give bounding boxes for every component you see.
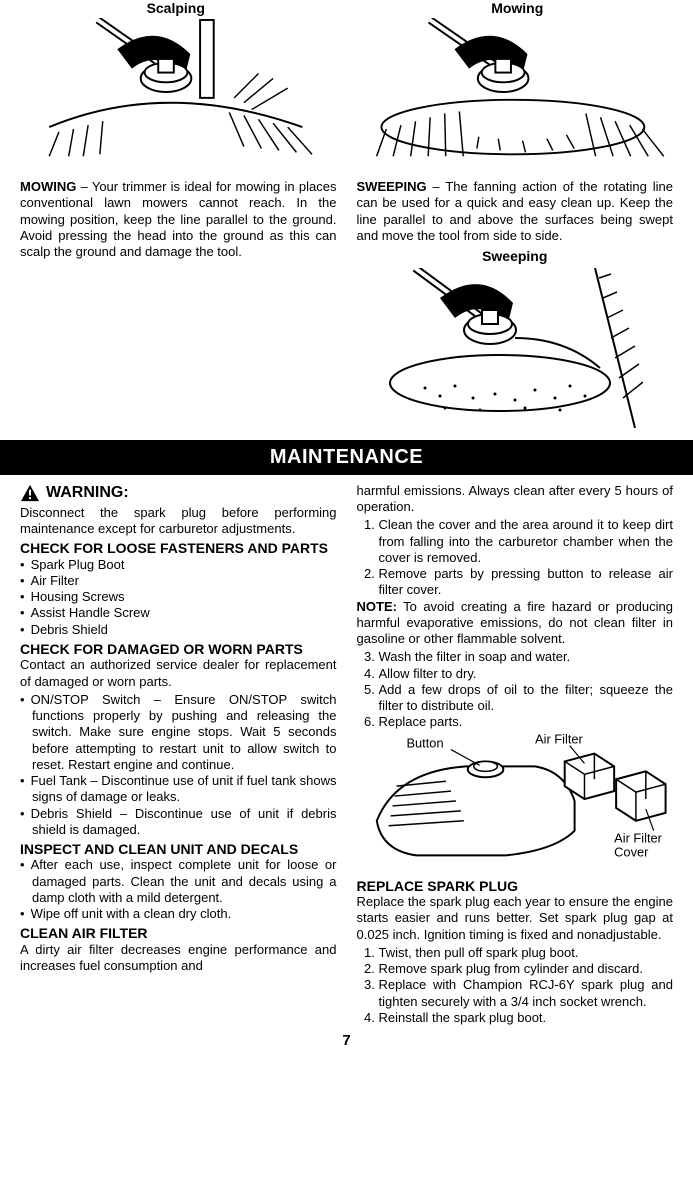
sweeping-illustration	[385, 268, 645, 428]
figure-scalping-label: Scalping	[20, 0, 332, 16]
damaged-intro: Contact an authorized service dealer for…	[20, 657, 337, 690]
list-item: Replace parts.	[379, 714, 674, 730]
figure-mowing-label: Mowing	[362, 0, 674, 16]
figure-sweeping: Sweeping	[357, 248, 674, 432]
list-item: Debris Shield	[32, 622, 337, 638]
list-item: ON/STOP Switch – Ensure ON/STOP switch f…	[32, 692, 337, 773]
sweeping-head: SWEEPING	[357, 179, 427, 194]
heading-damaged-parts: CHECK FOR DAMAGED OR WORN PARTS	[20, 642, 337, 657]
list-item: Reinstall the spark plug boot.	[379, 1010, 674, 1026]
list-item: Wipe off unit with a clean dry cloth.	[32, 906, 337, 922]
diagram-label-cover2: Cover	[614, 844, 649, 859]
air-filter-diagram: Button Air Filter Air Filter Cover	[357, 731, 674, 871]
note-head: NOTE:	[357, 599, 397, 614]
figure-scalping: Scalping	[20, 0, 332, 173]
list-inspect-clean: After each use, inspect complete unit fo…	[20, 857, 337, 922]
mowing-illustration	[362, 18, 674, 168]
list-item: Twist, then pull off spark plug boot.	[379, 945, 674, 961]
figure-sweeping-label: Sweeping	[357, 248, 674, 266]
list-item: Spark Plug Boot	[32, 557, 337, 573]
spark-intro: Replace the spark plug each year to ensu…	[357, 894, 674, 943]
list-item: Debris Shield – Discontinue use of unit …	[32, 806, 337, 839]
list-loose-fasteners: Spark Plug Boot Air Filter Housing Screw…	[20, 557, 337, 638]
heading-inspect-clean: INSPECT AND CLEAN UNIT AND DECALS	[20, 842, 337, 857]
figure-mowing: Mowing	[362, 0, 674, 173]
scalping-illustration	[20, 18, 332, 168]
list-item: Assist Handle Screw	[32, 605, 337, 621]
maintenance-banner: MAINTENANCE	[0, 440, 693, 475]
diagram-label-cover1: Air Filter	[614, 830, 663, 845]
air-intro-2: harmful emissions. Always clean after ev…	[357, 483, 674, 516]
list-item: Allow filter to dry.	[379, 666, 674, 682]
heading-replace-spark-plug: REPLACE SPARK PLUG	[357, 879, 674, 894]
note-paragraph: NOTE: To avoid creating a fire hazard or…	[357, 599, 674, 648]
note-body: To avoid creating a fire hazard or produ…	[357, 599, 674, 647]
list-spark-steps: Twist, then pull off spark plug boot. Re…	[357, 945, 674, 1026]
list-item: Replace with Champion RCJ-6Y spark plug …	[379, 977, 674, 1010]
warning-label: WARNING:	[46, 483, 129, 503]
list-item: Clean the cover and the area around it t…	[379, 517, 674, 566]
list-item: Housing Screws	[32, 589, 337, 605]
diagram-label-airfilter: Air Filter	[535, 731, 584, 746]
mowing-head: MOWING	[20, 179, 76, 194]
warning-icon	[20, 484, 40, 502]
mowing-paragraph: MOWING – Your trimmer is ideal for mowin…	[20, 179, 337, 260]
list-damaged-parts: ON/STOP Switch – Ensure ON/STOP switch f…	[20, 692, 337, 838]
list-item: Wash the filter in soap and water.	[379, 649, 674, 665]
diagram-label-button: Button	[406, 735, 443, 750]
warning-body: Disconnect the spark plug before perform…	[20, 505, 337, 536]
air-intro-1: A dirty air filter decreases engine perf…	[20, 942, 337, 975]
list-item: Remove spark plug from cylinder and disc…	[379, 961, 674, 977]
list-item: Add a few drops of oil to the filter; sq…	[379, 682, 674, 715]
heading-loose-fasteners: CHECK FOR LOOSE FASTENERS AND PARTS	[20, 541, 337, 556]
list-item: Fuel Tank – Discontinue use of unit if f…	[32, 773, 337, 806]
sweeping-paragraph: SWEEPING – The fanning action of the rot…	[357, 179, 674, 244]
list-air-steps-12: Clean the cover and the area around it t…	[357, 517, 674, 598]
heading-clean-air-filter: CLEAN AIR FILTER	[20, 926, 337, 941]
page-number: 7	[20, 1032, 673, 1049]
list-air-steps-36: Wash the filter in soap and water. Allow…	[357, 649, 674, 730]
warning-block: WARNING:	[20, 483, 337, 503]
list-item: After each use, inspect complete unit fo…	[32, 857, 337, 906]
list-item: Air Filter	[32, 573, 337, 589]
list-item: Remove parts by pressing button to relea…	[379, 566, 674, 599]
